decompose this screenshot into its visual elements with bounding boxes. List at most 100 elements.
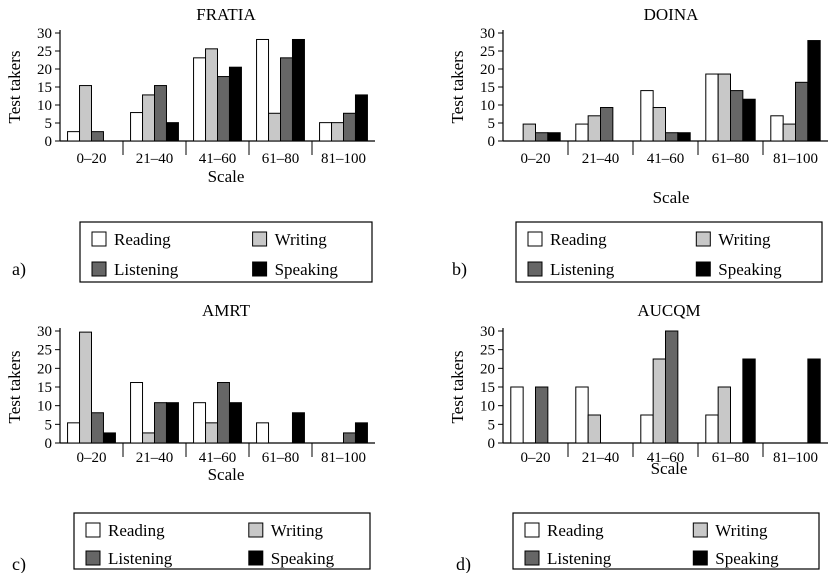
bar-reading-3 <box>640 414 654 444</box>
bar-speaking-3 <box>228 402 242 444</box>
y-tick-label: 20 <box>37 62 52 78</box>
bar-speaking-2 <box>165 402 179 444</box>
legend-swatch-reading <box>527 231 543 247</box>
legend-label-listening: Listening <box>550 260 615 279</box>
bar-listening-3 <box>217 76 230 142</box>
legend-swatch-speaking <box>692 550 708 566</box>
x-tick-label: 0–20 <box>521 151 551 167</box>
y-tick-label: 0 <box>45 134 53 150</box>
y-axis-label: Test takers <box>448 51 467 124</box>
x-axis-label: Scale <box>208 167 245 186</box>
bar-reading-3 <box>193 57 207 142</box>
chart-panel-4: AUCQM Test takers 0 5 10 15 20 25 30 0–20 21–40 41–… <box>448 301 828 573</box>
y-tick-label: 25 <box>480 44 495 60</box>
bar-listening-3 <box>665 132 679 142</box>
y-tick-label: 5 <box>488 116 496 132</box>
x-axis-label: Scale <box>651 459 688 478</box>
bar-speaking-4 <box>291 412 305 444</box>
bar-reading-2 <box>575 386 589 444</box>
bar-reading-4 <box>256 422 270 444</box>
panel-label: c) <box>12 554 26 573</box>
y-tick-label: 10 <box>37 98 52 114</box>
chart-title: AUCQM <box>637 301 700 320</box>
y-tick-label: 30 <box>480 324 495 340</box>
legend-swatch-listening <box>91 261 107 277</box>
panel-label: a) <box>12 259 26 280</box>
x-tick-label: 0–20 <box>77 450 107 466</box>
bar-writing-4 <box>717 386 732 444</box>
legend-swatch-writing <box>695 231 711 247</box>
bar-writing-4 <box>717 73 732 142</box>
legend-box <box>73 512 371 570</box>
y-tick-label: 30 <box>37 26 52 42</box>
bar-listening-2 <box>600 107 614 142</box>
bar-writing-5 <box>331 122 344 142</box>
x-tick-label: 81–100 <box>321 151 366 167</box>
legend-swatch-listening <box>527 261 543 277</box>
bar-listening-3 <box>217 382 230 444</box>
bar-listening-1 <box>535 132 549 142</box>
bar-writing-4 <box>268 112 281 142</box>
legend: Reading Writing Listening Speaking <box>512 512 820 570</box>
bar-writing-3 <box>652 107 667 142</box>
y-axis-label: Test takers <box>5 51 24 124</box>
bar-reading-4 <box>705 73 719 142</box>
bar-speaking-2 <box>165 122 179 142</box>
bar-listening-3 <box>665 330 679 444</box>
legend-label-reading: Reading <box>108 521 165 540</box>
legend-label-speaking: Speaking <box>275 260 339 279</box>
y-tick-label: 5 <box>488 417 496 433</box>
bar-writing-1 <box>522 123 537 142</box>
x-tick-label: 61–80 <box>712 450 750 466</box>
y-tick-label: 25 <box>37 343 52 359</box>
legend-swatch-speaking <box>248 550 264 566</box>
chart-panel-3: AMRT Test takers 0 5 10 15 20 25 30 0–20 21–40 41–6… <box>5 301 375 573</box>
legend-box <box>515 221 823 283</box>
y-tick-label: 5 <box>45 116 53 132</box>
bar-speaking-1 <box>547 132 561 142</box>
y-tick-label: 20 <box>480 361 495 377</box>
legend-swatch-writing <box>692 522 708 538</box>
bar-reading-5 <box>319 122 333 142</box>
legend-label-writing: Writing <box>275 230 328 249</box>
bar-reading-2 <box>130 382 144 444</box>
bar-writing-5 <box>782 123 797 142</box>
legend: Reading Writing Listening Speaking <box>515 221 823 283</box>
x-axis-label: Scale <box>653 188 690 207</box>
legend-label-speaking: Speaking <box>715 549 779 568</box>
y-tick-label: 15 <box>480 80 495 96</box>
y-tick-label: 0 <box>45 436 53 452</box>
chart-title: DOINA <box>644 5 699 24</box>
x-tick-label: 81–100 <box>773 450 818 466</box>
legend-label-writing: Writing <box>718 230 771 249</box>
bar-reading-2 <box>130 112 144 142</box>
bar-listening-1 <box>91 412 104 444</box>
legend-box <box>79 221 373 283</box>
legend-swatch-reading <box>91 231 107 247</box>
bar-writing-2 <box>142 432 155 444</box>
legend-label-speaking: Speaking <box>718 260 782 279</box>
bar-speaking-1 <box>102 432 116 444</box>
legend-label-writing: Writing <box>271 521 324 540</box>
x-axis-label: Scale <box>208 465 245 484</box>
bar-reading-4 <box>705 414 719 444</box>
bar-speaking-5 <box>807 358 821 444</box>
y-tick-label: 10 <box>37 399 52 415</box>
bar-speaking-5 <box>807 40 821 142</box>
bar-listening-1 <box>535 386 549 444</box>
legend-swatch-speaking <box>252 261 268 277</box>
y-tick-label: 10 <box>480 399 495 415</box>
legend-box <box>512 512 820 570</box>
bar-listening-2 <box>154 85 167 142</box>
legend-label-writing: Writing <box>715 521 768 540</box>
x-tick-label: 81–100 <box>773 151 818 167</box>
y-tick-label: 0 <box>488 134 496 150</box>
bar-listening-5 <box>343 432 356 444</box>
legend-swatch-writing <box>248 522 264 538</box>
bar-writing-2 <box>587 115 602 142</box>
legend: Reading Writing Listening Speaking <box>73 512 371 570</box>
bar-speaking-4 <box>742 358 756 444</box>
y-tick-label: 10 <box>480 98 495 114</box>
bar-writing-1 <box>79 85 92 142</box>
bar-listening-4 <box>730 90 744 142</box>
